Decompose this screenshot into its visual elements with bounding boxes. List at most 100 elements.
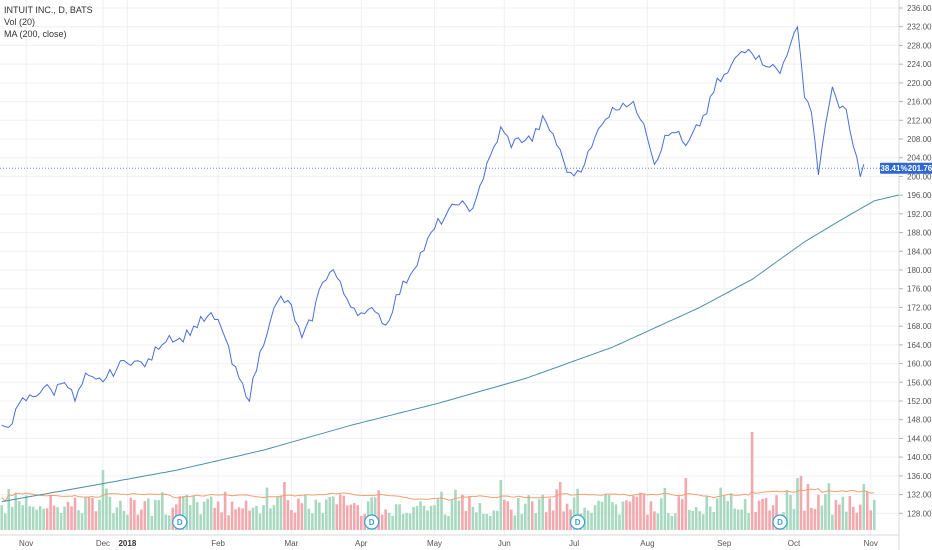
volume-bar bbox=[635, 496, 639, 530]
symbol-title[interactable]: INTUIT INC., D, BATS bbox=[4, 5, 93, 15]
volume-bar bbox=[290, 509, 293, 530]
volume-bar bbox=[213, 507, 216, 530]
volume-bar bbox=[757, 500, 761, 530]
volume-bar bbox=[614, 504, 618, 530]
volume-bar bbox=[384, 509, 387, 530]
dividend-marker-label: D bbox=[575, 518, 581, 527]
volume-bar bbox=[785, 490, 789, 530]
volume-bar bbox=[824, 494, 827, 530]
volume-bar bbox=[119, 500, 122, 530]
volume-bar bbox=[719, 487, 722, 530]
volume-bar bbox=[712, 511, 716, 530]
volume-bar bbox=[77, 510, 80, 530]
y-tick-label: 204.00 bbox=[907, 154, 932, 163]
volume-bar bbox=[862, 484, 866, 530]
volume-bar bbox=[415, 505, 419, 530]
volume-bar bbox=[314, 499, 318, 530]
volume-bar bbox=[10, 506, 14, 530]
volume-bar bbox=[740, 509, 743, 530]
volume-bar bbox=[52, 505, 56, 530]
volume-bar bbox=[318, 502, 321, 530]
volume-bar bbox=[513, 515, 517, 530]
volume-bar bbox=[108, 496, 112, 530]
volume-bar bbox=[656, 513, 660, 530]
x-tick-label: Dec bbox=[96, 539, 110, 548]
price-series bbox=[1, 25, 899, 503]
time-axis[interactable]: Nov Dec 2018 Feb Mar Apr May Jun Jul Aug Sep Oct Nov bbox=[19, 539, 878, 548]
volume-bar bbox=[667, 513, 670, 530]
volume-bar bbox=[126, 514, 129, 530]
volume-bar bbox=[792, 509, 796, 530]
volume-bar bbox=[227, 515, 230, 530]
ma-indicator-label[interactable]: MA (200, close) bbox=[4, 29, 67, 39]
volume-bar bbox=[345, 505, 349, 530]
volume-bar bbox=[541, 494, 545, 530]
volume-bar bbox=[398, 504, 401, 530]
price-axis[interactable]: 128.00 132.00 136.00 140.00 144.00 148.00 152.… bbox=[899, 4, 932, 518]
volume-bar bbox=[223, 491, 227, 530]
volume-bar bbox=[461, 494, 464, 530]
dividend-marker[interactable] bbox=[772, 514, 788, 530]
volume-ma-path bbox=[1, 488, 875, 503]
volume-bar bbox=[94, 511, 98, 530]
y-tick-label: 196.00 bbox=[907, 191, 932, 200]
volume-bar bbox=[520, 513, 524, 530]
dividend-marker[interactable] bbox=[172, 514, 188, 530]
volume-bar bbox=[391, 515, 394, 530]
volume-bar bbox=[496, 510, 499, 530]
y-tick-label: 164.00 bbox=[907, 341, 932, 350]
volume-bar bbox=[56, 507, 59, 530]
volume-bar bbox=[286, 500, 290, 530]
volume-bar bbox=[677, 496, 681, 530]
volume-bar bbox=[338, 494, 342, 530]
volume-bar bbox=[150, 515, 154, 530]
volume-indicator-label[interactable]: Vol (20) bbox=[4, 17, 36, 27]
volume-bar bbox=[471, 506, 475, 530]
volume-bar bbox=[199, 514, 202, 530]
volume-bar bbox=[66, 501, 70, 530]
x-tick-label: Jun bbox=[498, 539, 511, 548]
x-tick-label: Oct bbox=[788, 539, 801, 548]
percent-change-label: 38.41% bbox=[880, 164, 907, 173]
volume-bar bbox=[230, 501, 234, 530]
volume-bar bbox=[597, 500, 600, 530]
volume-bar bbox=[35, 509, 38, 530]
volume-bar bbox=[122, 510, 126, 530]
volume-bar bbox=[380, 514, 384, 530]
y-tick-label: 168.00 bbox=[907, 322, 932, 331]
x-tick-label: Mar bbox=[285, 539, 299, 548]
volume-bar bbox=[607, 495, 611, 530]
volume-bar bbox=[691, 510, 695, 530]
y-tick-label: 160.00 bbox=[907, 360, 932, 369]
volume-bar bbox=[237, 507, 241, 530]
volume-bar bbox=[283, 482, 286, 530]
volume-bar bbox=[436, 498, 440, 530]
volume-bar bbox=[865, 491, 869, 530]
volume-bar bbox=[143, 501, 147, 530]
volume-bar bbox=[112, 513, 115, 530]
y-tick-label: 180.00 bbox=[907, 266, 932, 275]
volume-bar bbox=[764, 497, 768, 530]
volume-bar bbox=[408, 513, 412, 530]
volume-bar bbox=[527, 495, 531, 530]
volume-bar bbox=[593, 505, 597, 530]
y-tick-label: 184.00 bbox=[907, 247, 932, 256]
volume-bar bbox=[642, 494, 646, 530]
volume-bar bbox=[799, 476, 803, 530]
volume-bar bbox=[468, 496, 471, 530]
y-tick-label: 220.00 bbox=[907, 79, 932, 88]
volume-bar bbox=[42, 508, 45, 530]
y-tick-label: 144.00 bbox=[907, 434, 932, 443]
volume-bar bbox=[813, 509, 817, 530]
dividend-marker[interactable] bbox=[570, 514, 586, 530]
volume-bar bbox=[674, 513, 677, 530]
x-tick-label: Sep bbox=[717, 539, 732, 548]
volume-bar bbox=[736, 509, 740, 530]
volume-bar bbox=[492, 510, 496, 530]
volume-bar bbox=[394, 504, 398, 530]
dividend-marker[interactable] bbox=[364, 514, 380, 530]
volume-bar bbox=[84, 497, 87, 530]
volume-bar bbox=[401, 514, 405, 530]
